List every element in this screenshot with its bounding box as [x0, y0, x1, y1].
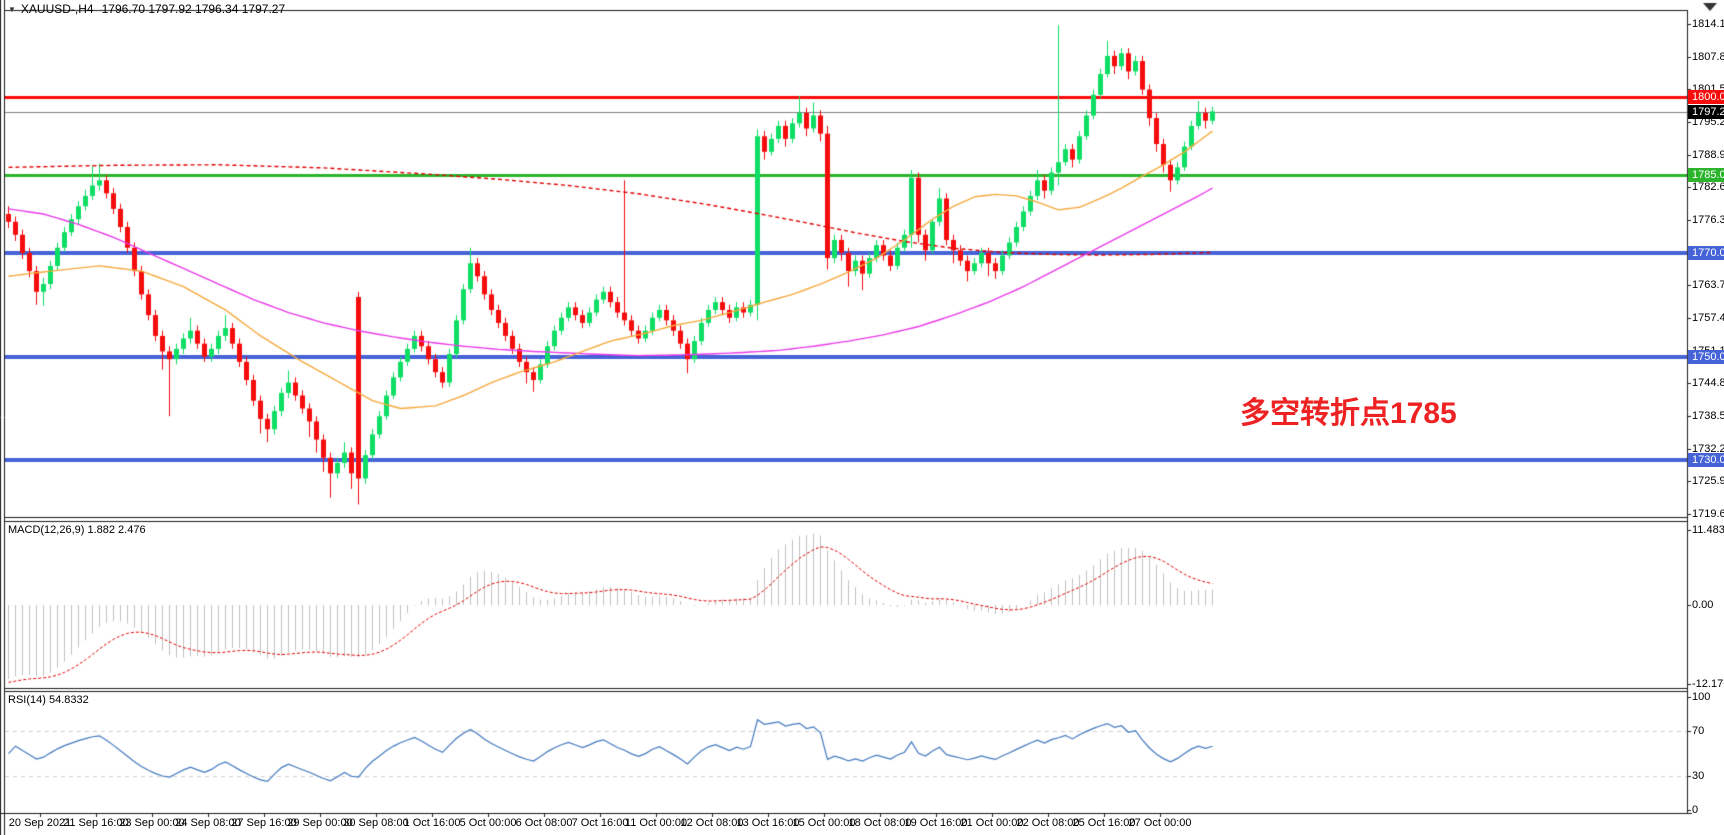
rsi-axis-label: 30 [1692, 770, 1705, 783]
price-axis-label: 1757.45 [1692, 312, 1724, 324]
time-axis-label: 12 Oct 08:00 [680, 817, 744, 829]
price-line-badge: 1730.00 [1688, 453, 1724, 468]
price-axis-label: 1788.95 [1692, 148, 1724, 161]
time-axis-label: 6 Oct 08:00 [515, 817, 573, 829]
symbol-dropdown-icon[interactable]: ▼ [8, 5, 16, 14]
time-axis-label: 20 Sep 2021 [8, 817, 72, 829]
macd-axis-label: -12.176 [1692, 678, 1724, 691]
time-axis-label: 5 Oct 00:00 [459, 817, 517, 829]
time-axis-label: 1 Oct 16:00 [403, 817, 461, 829]
price-axis-label: 1732.25 [1692, 442, 1724, 455]
time-axis-label: 13 Oct 16:00 [736, 817, 800, 829]
time-axis-label: 11 Oct 00:00 [624, 817, 688, 829]
chart-title: ▼ XAUUSD-,H4 1796.70 1797.92 1796.34 1797.… [8, 2, 285, 16]
price-axis-label: 1776.35 [1692, 214, 1724, 226]
price-axis-label: 1744.85 [1692, 377, 1724, 390]
time-axis-label: 27 Sep 16:00 [231, 817, 297, 829]
time-axis-label: 24 Sep 08:00 [175, 817, 241, 829]
rsi-axis-label: 0 [1692, 804, 1699, 816]
rsi-axis-label: 100 [1692, 691, 1711, 704]
symbol-timeframe-label: XAUUSD-,H4 [20, 2, 94, 16]
time-axis-label: 21 Sep 16:00 [63, 817, 129, 829]
time-axis-label: 15 Oct 00:00 [792, 817, 856, 829]
time-axis-label: 29 Sep 00:00 [287, 817, 353, 829]
price-line-badge: 1800.00 [1688, 90, 1724, 105]
price-axis-label: 1814.15 [1692, 18, 1724, 30]
time-axis-label: 7 Oct 16:00 [571, 817, 629, 829]
macd-axis-label: 11.483 [1692, 524, 1724, 537]
price-axis-label: 1807.85 [1692, 50, 1724, 63]
time-axis-label: 25 Oct 16:00 [1072, 817, 1136, 829]
rsi-indicator-label: RSI(14) 54.8332 [8, 694, 89, 706]
ohlc-values: 1796.70 1797.92 1796.34 1797.27 [101, 2, 286, 16]
price-axis-label: 1782.65 [1692, 181, 1724, 194]
price-line-badge: 1797.27 [1688, 104, 1724, 119]
time-axis-label: 27 Oct 00:00 [1128, 817, 1192, 829]
time-axis-label: 30 Sep 08:00 [343, 817, 409, 829]
price-axis-label: 1795.25 [1692, 116, 1724, 128]
price-axis-label: 1719.65 [1692, 508, 1724, 520]
time-axis-label: 21 Oct 00:00 [960, 817, 1024, 829]
time-axis-label: 22 Oct 08:00 [1016, 817, 1080, 829]
annotation-text: 多空转折点1785 [1240, 397, 1457, 430]
price-axis-label: 1763.75 [1692, 279, 1724, 292]
price-line-badge: 1750.00 [1688, 349, 1724, 364]
price-axis-label: 1738.55 [1692, 410, 1724, 422]
time-axis-label: 23 Sep 00:00 [119, 817, 185, 829]
time-axis-label: 18 Oct 08:00 [848, 817, 912, 829]
rsi-axis-label: 70 [1692, 724, 1705, 737]
price-axis-label: 1725.95 [1692, 475, 1724, 488]
macd-axis-label: 0.00 [1692, 599, 1714, 611]
time-axis-label: 19 Oct 16:00 [904, 817, 968, 829]
macd-indicator-label: MACD(12,26,9) 1.882 2.476 [8, 524, 146, 536]
price-line-badge: 1770.00 [1688, 245, 1724, 260]
price-line-badge: 1785.00 [1688, 168, 1724, 183]
